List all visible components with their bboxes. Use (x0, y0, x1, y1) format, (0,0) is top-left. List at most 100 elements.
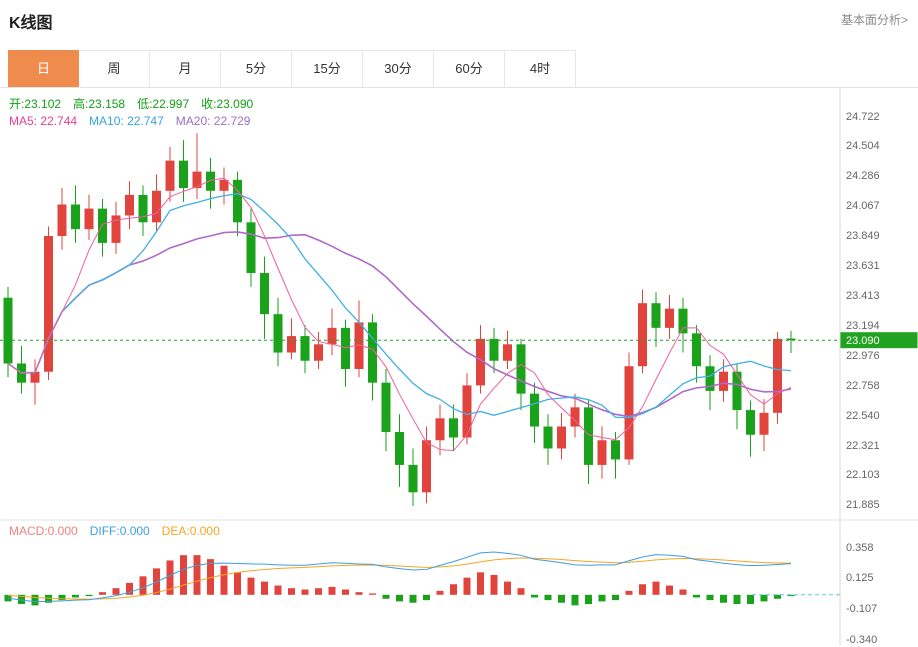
period-tabbar: 日 周 月 5分 15分 30分 60分 4时 (0, 50, 918, 88)
ma-readout: MA5: 22.744 MA10: 22.747 MA20: 22.729 (9, 114, 250, 128)
macd-bar (166, 560, 174, 595)
macd-bar (625, 590, 633, 595)
macd-bar (531, 594, 538, 598)
candle-body (476, 338, 485, 386)
ma10-value: MA10: 22.747 (89, 114, 164, 128)
macd-bar (423, 594, 430, 601)
candle-body (327, 327, 337, 345)
macd-bar (477, 572, 484, 595)
price-axis-label: 23.413 (846, 289, 880, 302)
macd-bar (139, 576, 147, 595)
candle-body (732, 371, 742, 411)
kline-chart-canvas[interactable]: 23.090 (0, 88, 918, 645)
candle-body (98, 208, 107, 243)
candle-body (44, 236, 53, 372)
ma5-value: MA5: 22.744 (9, 114, 78, 128)
macd-bar (396, 594, 403, 602)
current-price-tag-label: 23.090 (846, 335, 880, 347)
ma10-line (7, 193, 792, 419)
candle-body (503, 344, 512, 361)
ma5-line (7, 177, 792, 452)
tab-60min[interactable]: 60分 (434, 50, 505, 87)
candle-body (165, 160, 175, 191)
candle-body (597, 440, 607, 465)
tab-15min[interactable]: 15分 (292, 50, 363, 87)
tab-month[interactable]: 月 (150, 50, 221, 87)
current-price-tag (840, 332, 918, 349)
candle-body (260, 273, 269, 315)
candle-body (300, 336, 310, 361)
dea-value: DEA:0.000 (161, 524, 220, 538)
candle-body (3, 297, 13, 364)
macd-bar (234, 572, 241, 595)
macd-bar (504, 581, 511, 595)
candle-body (246, 222, 256, 274)
candle-body (314, 344, 323, 361)
tab-day[interactable]: 日 (8, 50, 79, 87)
ohlc-high: 高:23.158 (73, 97, 126, 111)
macd-readout: MACD:0.000 DIFF:0.000 DEA:0.000 (9, 524, 220, 538)
candle-body (705, 366, 715, 391)
tab-5min[interactable]: 5分 (221, 50, 292, 87)
macd-bar (598, 594, 606, 602)
candle-body (57, 204, 67, 237)
candle-body (341, 327, 350, 369)
candle-body (30, 371, 40, 383)
macd-bar (85, 594, 93, 597)
macd-bar (558, 594, 565, 603)
macd-bar (112, 588, 120, 595)
diff-line (7, 551, 792, 603)
candle-body (516, 344, 526, 394)
macd-bar (652, 581, 660, 595)
fundamental-analysis-link[interactable]: 基本面分析> (840, 13, 908, 27)
candle-body (71, 204, 80, 230)
macd-bar (760, 594, 768, 602)
ma20-line (7, 231, 792, 418)
tab-4hour[interactable]: 4时 (505, 50, 576, 87)
macd-bar (274, 585, 282, 595)
candle-body (179, 160, 188, 189)
macd-bar (571, 594, 579, 606)
candle-body (462, 385, 472, 438)
candle-body (435, 418, 445, 441)
tab-week[interactable]: 周 (79, 50, 150, 87)
dea-line (7, 557, 792, 600)
candle-body (368, 322, 377, 383)
candle-body (422, 440, 431, 493)
macd-bar (288, 588, 295, 595)
tab-30min[interactable]: 30分 (363, 50, 434, 87)
macd-bar (409, 594, 417, 603)
macd-bar (301, 589, 309, 595)
macd-bar (220, 565, 228, 595)
candle-body (543, 426, 553, 449)
ohlc-readout: 开:23.102 高:23.158 低:22.997 收:23.090 (9, 95, 253, 112)
macd-axis-label: 0.358 (846, 541, 874, 554)
ma20-value: MA20: 22.729 (175, 114, 251, 128)
candle-body (233, 179, 242, 223)
macd-bar (450, 584, 457, 595)
candle-body (759, 412, 769, 435)
price-axis-label: 22.540 (846, 409, 880, 422)
price-axis-label: 23.631 (846, 260, 880, 273)
macd-bar (247, 577, 255, 595)
macd-bar (585, 594, 592, 605)
candle-body (354, 322, 364, 369)
candle-body (530, 393, 539, 427)
price-axis-label: 22.976 (846, 349, 880, 362)
macd-bar (787, 594, 795, 597)
ohlc-open: 开:23.102 (9, 97, 62, 111)
macd-bar (342, 589, 349, 595)
candle-body (84, 208, 94, 230)
candle-body (408, 464, 418, 493)
candle-body (651, 303, 661, 328)
macd-axis-label: -0.107 (846, 602, 878, 615)
macd-bar (45, 594, 52, 603)
price-axis-label: 22.321 (846, 439, 880, 452)
price-axis-label: 23.194 (846, 319, 880, 332)
macd-axis-label: -0.340 (846, 633, 878, 646)
macd-bar (666, 585, 673, 595)
macd-bar (369, 593, 376, 595)
macd-bar (706, 594, 714, 601)
macd-bar (355, 592, 363, 595)
